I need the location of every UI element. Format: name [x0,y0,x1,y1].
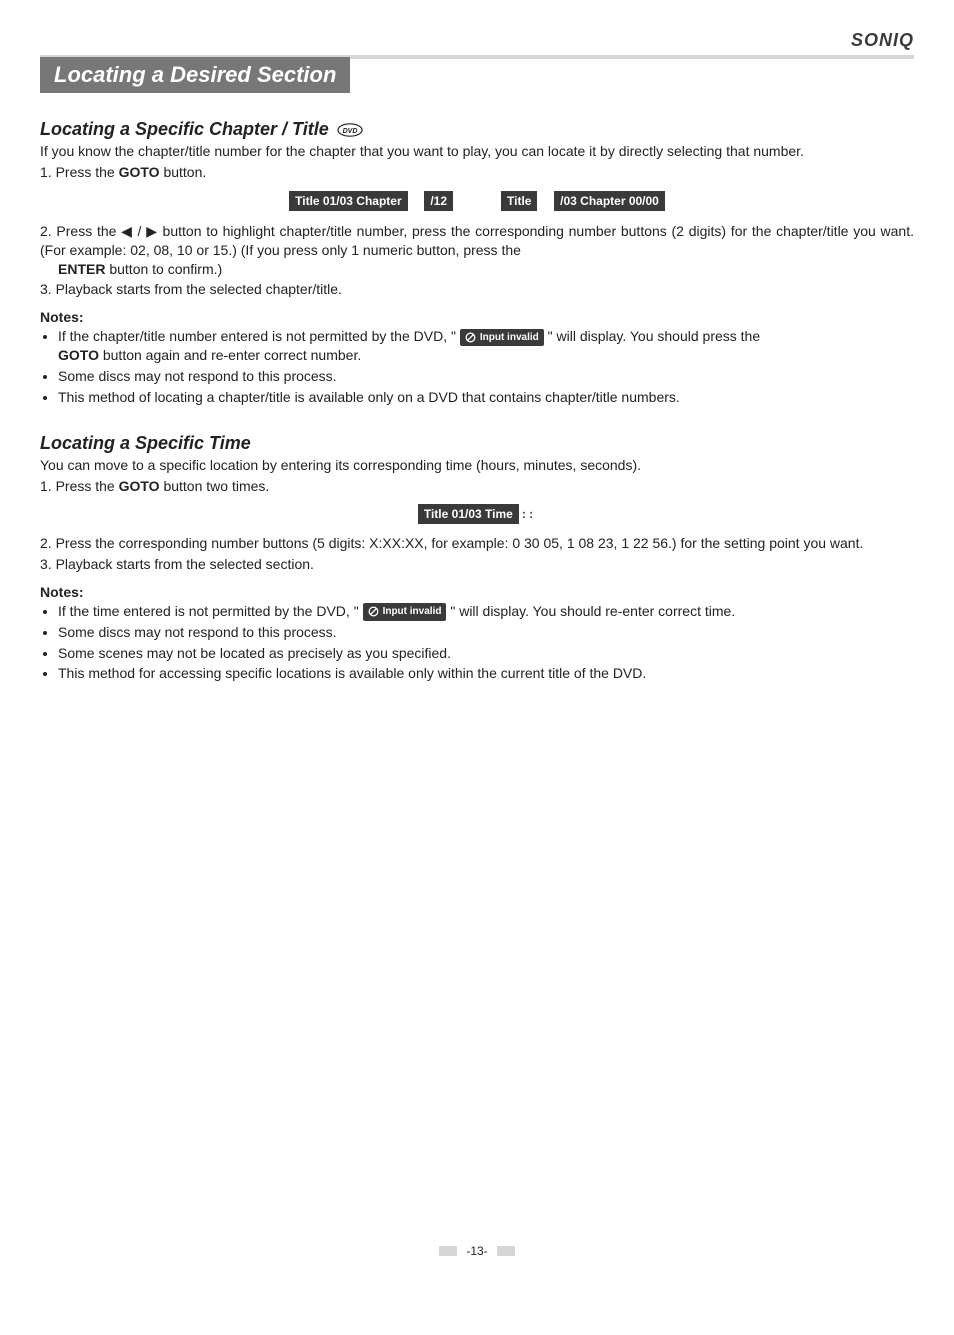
osd-group-1: Title 01/03 Chapter _/12 [289,190,453,212]
note-3: This method of locating a chapter/title … [58,388,914,407]
osd-label: Title 01/03 Chapter [289,191,408,211]
text: button to highlight chapter/title number… [40,223,914,258]
note-2: Some discs may not respond to this proce… [58,367,914,386]
step-1: 1. Press the GOTO button two times. [40,477,914,496]
text: 2. Press the [40,223,121,239]
ban-icon [368,606,379,617]
osd-gap: _ [537,190,554,212]
text: 1. Press the [40,164,119,180]
text: 1. Press the [40,478,119,494]
right-arrow-icon: ▶ [146,223,158,239]
osd-group-time: Title 01/03 Time : : [418,504,536,524]
note-3: Some scenes may not be located as precis… [58,644,914,663]
osd-group-2: Title _/03 Chapter 00/00 [501,190,665,212]
enter-label: ENTER [58,261,105,277]
section-title-text: Locating a Specific Chapter / Title [40,119,329,140]
goto-label: GOTO [58,347,99,363]
note-1: If the time entered is not permitted by … [58,602,914,621]
note-2: Some discs may not respond to this proce… [58,623,914,642]
osd-label: Title [501,191,537,211]
page-number: -13- [460,1244,493,1258]
svg-text:DVD: DVD [342,128,357,135]
steps-list: 2. Press the corresponding number button… [40,534,914,574]
step-2: 2. Press the ◀ / ▶ button to highlight c… [40,222,914,279]
osd-gap: _ [408,190,425,212]
goto-label: GOTO [119,164,160,180]
osd-label: Title 01/03 Time [418,504,519,524]
notes-heading: Notes: [40,309,914,325]
steps-list: 1. Press the GOTO button two times. [40,477,914,496]
section-title-chapter: Locating a Specific Chapter / Title DVD [40,119,914,140]
pill-text: Input invalid [383,605,442,619]
text: 2. Press the corresponding number button… [40,535,863,551]
notes-list: If the chapter/title number entered is n… [40,327,914,407]
text-cont: ENTER button to confirm.) [40,260,914,279]
pill-text: Input invalid [480,331,539,345]
osd-label: /12 [424,191,453,211]
page-footer: -13- [40,1243,914,1258]
step-3: 3. Playback starts from the selected sec… [40,555,914,574]
step-2: 2. Press the corresponding number button… [40,534,914,553]
ban-icon [465,332,476,343]
osd-trail: : : [519,504,536,524]
notes-heading: Notes: [40,584,914,600]
note-4: This method for accessing specific locat… [58,664,914,683]
left-arrow-icon: ◀ [121,223,133,239]
text: button to confirm.) [105,261,222,277]
text: " will display. You should re-enter corr… [446,603,735,619]
text: If the chapter/title number entered is n… [58,328,460,344]
steps-list: 1. Press the GOTO button. [40,163,914,182]
text: button two times. [160,478,270,494]
notes-list: If the time entered is not permitted by … [40,602,914,684]
dvd-icon: DVD [337,122,365,138]
brand-logo: SONIQ [40,30,914,51]
note-1: If the chapter/title number entered is n… [58,327,914,365]
osd-row-2: Title 01/03 Time : : [40,504,914,524]
intro-text: You can move to a specific location by e… [40,456,914,475]
osd-row-1: Title 01/03 Chapter _/12 Title _/03 Chap… [40,190,914,212]
footer-bar-right [497,1246,515,1256]
text: button. [160,164,207,180]
text: button again and re-enter correct number… [99,347,361,363]
osd-label: /03 Chapter 00/00 [554,191,665,211]
text-cont: GOTO button again and re-enter correct n… [58,346,914,365]
footer-bar-left [439,1246,457,1256]
page-banner: Locating a Desired Section [40,57,350,93]
text: If the time entered is not permitted by … [58,603,363,619]
input-invalid-pill: Input invalid [363,603,447,621]
input-invalid-pill: Input invalid [460,329,544,347]
goto-label: GOTO [119,478,160,494]
step-1: 1. Press the GOTO button. [40,163,914,182]
section-title-text: Locating a Specific Time [40,433,251,454]
steps-list: 2. Press the ◀ / ▶ button to highlight c… [40,222,914,300]
text: " will display. You should press the [544,328,760,344]
section-title-time: Locating a Specific Time [40,433,914,454]
intro-text: If you know the chapter/title number for… [40,142,914,161]
step-3: 3. Playback starts from the selected cha… [40,280,914,299]
